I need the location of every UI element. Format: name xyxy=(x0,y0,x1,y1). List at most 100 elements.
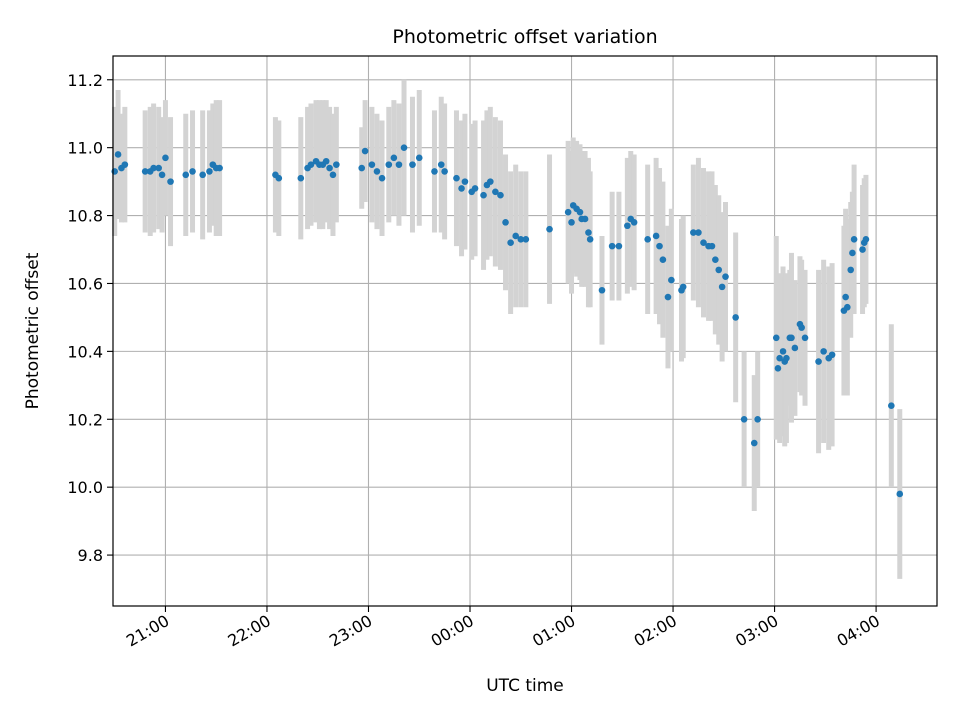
data-point xyxy=(754,415,761,423)
data-point xyxy=(182,171,190,179)
data-point xyxy=(844,303,851,311)
data-point xyxy=(114,151,122,158)
data-point xyxy=(333,161,340,168)
data-point xyxy=(783,354,790,362)
data-point xyxy=(750,439,758,447)
data-point xyxy=(487,178,494,185)
data-point xyxy=(453,174,460,182)
y-tick-label: 10.6 xyxy=(67,274,103,293)
data-point xyxy=(774,365,782,372)
data-point xyxy=(158,171,166,179)
data-point xyxy=(772,334,780,342)
data-point xyxy=(585,229,592,236)
y-tick-label: 11.0 xyxy=(67,139,103,158)
data-point xyxy=(791,344,799,352)
data-point xyxy=(564,208,572,216)
data-point xyxy=(712,256,719,264)
data-point xyxy=(437,161,445,168)
data-point xyxy=(111,168,118,175)
data-point xyxy=(576,208,584,216)
data-point xyxy=(150,164,157,172)
data-point xyxy=(679,283,687,291)
data-point xyxy=(732,314,739,321)
data-point xyxy=(615,242,623,250)
data-point xyxy=(708,242,716,250)
data-point xyxy=(385,161,393,168)
data-point xyxy=(842,293,849,301)
data-point xyxy=(850,236,858,243)
data-point xyxy=(162,154,169,162)
y-tick-label: 10.2 xyxy=(67,410,103,429)
y-axis-label: Photometric offset xyxy=(23,252,43,409)
data-point xyxy=(431,168,438,175)
data-point xyxy=(847,266,855,274)
data-point xyxy=(652,232,660,240)
data-point xyxy=(492,188,499,196)
data-point xyxy=(358,164,366,172)
data-point xyxy=(502,219,509,226)
data-point xyxy=(415,154,423,162)
data-point xyxy=(801,334,809,342)
data-point xyxy=(471,185,479,192)
data-point xyxy=(700,239,707,247)
data-point xyxy=(896,490,904,498)
data-point xyxy=(546,225,553,233)
y-tick-label: 11.2 xyxy=(67,71,103,90)
data-point xyxy=(598,286,606,294)
data-point xyxy=(121,161,129,168)
data-point xyxy=(586,236,594,243)
y-tick-label: 10.4 xyxy=(67,342,103,361)
data-point xyxy=(722,273,729,280)
data-point xyxy=(480,191,487,199)
data-point xyxy=(441,168,448,175)
data-point xyxy=(828,351,836,359)
data-point xyxy=(199,171,206,179)
data-point xyxy=(216,164,223,172)
y-tick-label: 10.8 xyxy=(67,207,103,226)
data-point xyxy=(776,354,783,362)
y-tick-label: 9.8 xyxy=(78,546,103,565)
data-point xyxy=(888,402,895,409)
data-point xyxy=(395,161,403,168)
data-point xyxy=(788,334,795,342)
data-point xyxy=(206,168,213,175)
data-point xyxy=(668,276,675,284)
data-point xyxy=(849,249,856,257)
data-point xyxy=(740,415,748,423)
data-point xyxy=(155,164,162,172)
data-point xyxy=(189,168,196,175)
y-tick-label: 10.0 xyxy=(67,478,103,497)
data-point xyxy=(458,185,465,192)
data-point xyxy=(297,174,305,182)
data-point xyxy=(862,236,870,243)
data-point xyxy=(461,178,469,185)
data-point xyxy=(497,191,504,199)
data-point xyxy=(820,348,827,355)
data-point xyxy=(390,154,398,162)
data-point xyxy=(690,229,697,236)
data-point xyxy=(322,157,330,165)
data-point xyxy=(608,242,616,250)
data-point xyxy=(581,215,589,223)
data-point xyxy=(624,222,631,230)
data-point xyxy=(329,171,337,179)
data-point xyxy=(378,174,386,182)
data-point xyxy=(275,174,283,182)
data-point xyxy=(815,358,822,365)
data-point xyxy=(568,219,575,226)
data-point xyxy=(522,236,530,243)
data-point xyxy=(695,229,702,236)
data-point xyxy=(798,324,805,331)
data-point xyxy=(718,283,726,291)
data-point xyxy=(307,161,315,168)
data-point xyxy=(361,147,369,155)
data-point xyxy=(373,168,381,175)
data-point xyxy=(409,161,416,168)
data-point xyxy=(400,144,408,151)
x-axis-label: UTC time xyxy=(486,676,564,696)
data-point xyxy=(715,266,723,274)
chart-title: Photometric offset variation xyxy=(392,26,657,48)
data-point xyxy=(859,246,866,253)
data-point xyxy=(141,168,149,175)
